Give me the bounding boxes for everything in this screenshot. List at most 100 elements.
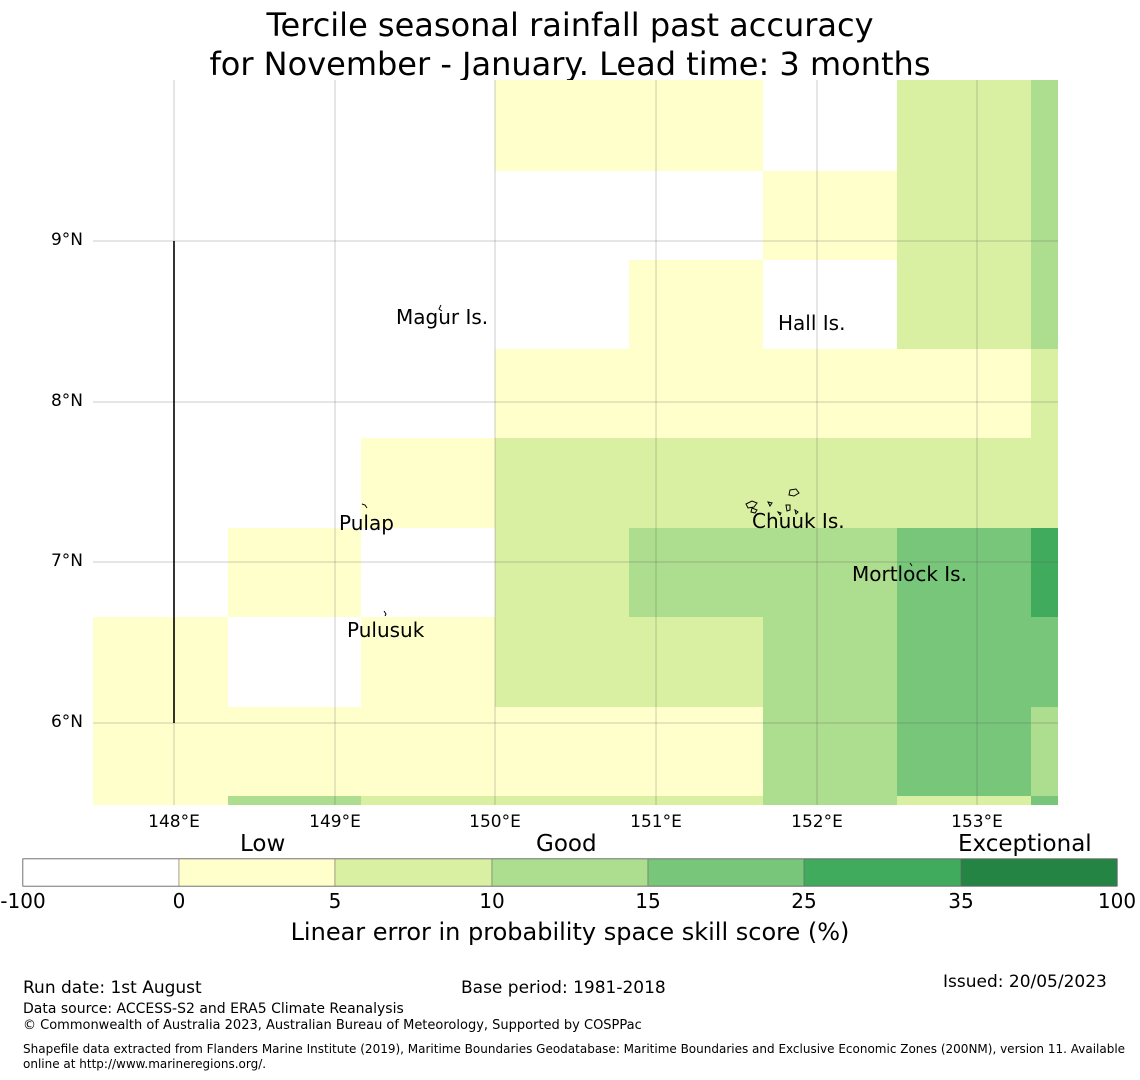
grid-cell	[228, 260, 361, 349]
grid-cell	[629, 80, 763, 171]
grid-cell	[629, 617, 763, 707]
grid-cell	[228, 617, 361, 707]
place-label-pulap: Pulap	[339, 511, 394, 535]
copyright-notice: © Commonwealth of Australia 2023, Austra…	[23, 1018, 642, 1033]
grid-cell	[763, 349, 897, 438]
magur-island-outline	[438, 304, 443, 312]
grid-cell	[495, 796, 629, 805]
grid-cell	[93, 617, 228, 707]
grid-cell	[361, 707, 495, 796]
lon-tick-153e: 153°E	[951, 812, 1003, 832]
grid-cell	[897, 171, 1031, 260]
grid-cell	[897, 80, 1031, 171]
chuuk-island-outline	[745, 488, 800, 516]
grid-cell	[629, 260, 763, 349]
mortlock-island-outline	[909, 562, 913, 567]
grid-cell	[228, 80, 361, 171]
place-label-chuuk: Chuuk Is.	[752, 509, 845, 533]
grid-cell	[495, 617, 629, 707]
grid-cell	[897, 438, 1031, 528]
grid-cell	[763, 438, 897, 528]
grid-cell	[1031, 707, 1058, 796]
grid-cell	[361, 438, 495, 528]
grid-cell	[763, 528, 897, 617]
lat-tick-7n: 7°N	[50, 551, 83, 571]
grid-cell	[1031, 617, 1058, 707]
grid-cell	[763, 617, 897, 707]
colorbar-swatch	[960, 858, 1118, 887]
grid-cell	[1031, 528, 1058, 617]
grid-cell	[763, 80, 897, 171]
pulusuk-island-outline	[383, 610, 387, 617]
grid-cell	[897, 707, 1031, 796]
grid-cell	[763, 171, 897, 260]
grid-cell	[629, 796, 763, 805]
grid-cell	[495, 171, 629, 260]
grid-cell	[361, 617, 495, 707]
grid-cell	[361, 349, 495, 438]
grid-cell	[1031, 796, 1058, 805]
place-label-pulusuk: Pulusuk	[347, 618, 425, 642]
colorbar-tick-10: 10	[479, 889, 505, 913]
grid-cell	[93, 80, 228, 171]
grid-cell	[495, 528, 629, 617]
lon-tick-151e: 151°E	[630, 812, 682, 832]
colorbar-category-good: Good	[536, 831, 597, 857]
grid-cell	[897, 349, 1031, 438]
colorbar-tick-25: 25	[791, 889, 817, 913]
colorbar-swatch	[803, 858, 962, 887]
lon-tick-148e: 148°E	[148, 812, 200, 832]
grid-cell	[1031, 171, 1058, 260]
skill-grid-cells	[93, 80, 1058, 805]
grid-cell	[1031, 349, 1058, 438]
lon-tick-152e: 152°E	[791, 812, 843, 832]
grid-cell	[495, 260, 629, 349]
grid-cell	[93, 528, 228, 617]
grid-cell	[228, 438, 361, 528]
grid-cell	[228, 528, 361, 617]
grid-cell	[1031, 80, 1058, 171]
colorbar-swatch	[491, 858, 649, 887]
colorbar-tick-0: 0	[172, 889, 186, 913]
colorbar-swatch	[22, 858, 180, 887]
grid-cell	[93, 438, 228, 528]
colorbar-swatch	[334, 858, 493, 887]
grid-cell	[228, 349, 361, 438]
grid-cell	[93, 260, 228, 349]
grid-cell	[93, 707, 228, 796]
grid-cell	[361, 171, 495, 260]
grid-cell	[763, 796, 897, 805]
grid-cell	[495, 707, 629, 796]
grid-cell	[228, 171, 361, 260]
issued-date: Issued: 20/05/2023	[943, 972, 1107, 992]
grid-cell	[361, 80, 495, 171]
grid-cell	[93, 171, 228, 260]
colorbar-tick-15: 15	[635, 889, 661, 913]
pulap-island-outline	[361, 503, 368, 509]
shapefile-credit: Shapefile data extracted from Flanders M…	[23, 1042, 1126, 1071]
grid-cell	[897, 260, 1031, 349]
lon-tick-150e: 150°E	[469, 812, 521, 832]
colorbar-swatches	[22, 858, 1118, 887]
map-title-line-2: for November - January. Lead time: 3 mon…	[209, 45, 931, 83]
place-label-magur: Magur Is.	[396, 305, 489, 329]
place-label-hall: Hall Is.	[778, 311, 846, 335]
grid-cell	[93, 349, 228, 438]
grid-cell	[495, 80, 629, 171]
grid-cell	[763, 260, 897, 349]
island-outlines	[361, 304, 913, 617]
grid-cell	[93, 796, 228, 805]
grid-cell	[629, 528, 763, 617]
grid-cell	[897, 528, 1031, 617]
data-source: Data source: ACCESS-S2 and ERA5 Climate …	[23, 1001, 404, 1017]
grid-cell	[629, 438, 763, 528]
grid-cell	[495, 349, 629, 438]
grid-cell	[629, 349, 763, 438]
grid-cell	[361, 796, 495, 805]
grid-cell	[1031, 260, 1058, 349]
grid-cell	[495, 438, 629, 528]
grid-cell	[228, 707, 361, 796]
map-title-line-1: Tercile seasonal rainfall past accuracy	[266, 6, 874, 44]
colorbar-tick-100: 100	[1097, 889, 1137, 913]
grid-cell	[897, 796, 1031, 805]
